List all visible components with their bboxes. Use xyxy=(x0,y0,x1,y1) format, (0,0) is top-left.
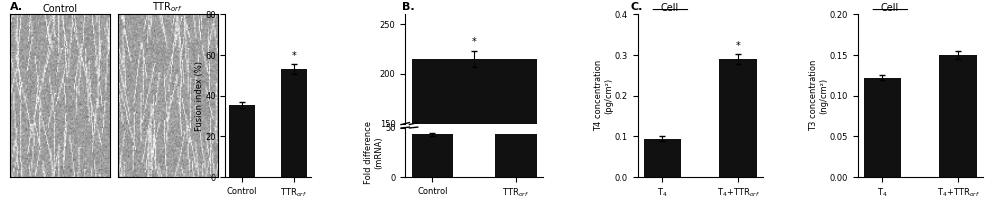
Y-axis label: Fusion index (%): Fusion index (%) xyxy=(195,61,204,131)
Text: *: * xyxy=(736,41,741,51)
Text: Cell: Cell xyxy=(660,3,678,13)
Text: A.: A. xyxy=(10,2,23,12)
Bar xyxy=(864,78,902,177)
Bar xyxy=(281,69,307,177)
Bar xyxy=(719,59,758,177)
Bar xyxy=(643,138,681,177)
Y-axis label: T3 concentration
(ng/cm²): T3 concentration (ng/cm²) xyxy=(809,60,828,131)
Text: C.: C. xyxy=(631,2,642,12)
Text: *: * xyxy=(291,51,296,61)
Title: Control: Control xyxy=(43,4,77,14)
Text: *: * xyxy=(472,37,477,47)
Text: Cell: Cell xyxy=(881,3,899,13)
Bar xyxy=(411,135,454,177)
Bar xyxy=(229,105,255,177)
Text: B.: B. xyxy=(402,2,415,12)
Bar xyxy=(496,135,537,177)
Y-axis label: T4 concentration
(pg/cm²): T4 concentration (pg/cm²) xyxy=(594,60,614,131)
Title: TTR$_{orf}$: TTR$_{orf}$ xyxy=(152,1,184,14)
Bar xyxy=(939,55,977,177)
Y-axis label: Fold difference
(mRNA): Fold difference (mRNA) xyxy=(364,121,383,184)
